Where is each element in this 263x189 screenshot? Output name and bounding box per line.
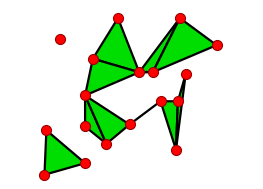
Point	[58, 38, 62, 41]
Point	[137, 71, 141, 74]
Point	[91, 57, 95, 60]
Polygon shape	[85, 95, 130, 144]
Point	[83, 94, 87, 97]
Point	[178, 17, 182, 20]
Polygon shape	[85, 59, 139, 95]
Point	[151, 71, 155, 74]
Point	[158, 100, 163, 103]
Point	[116, 17, 120, 20]
Point	[176, 100, 180, 103]
Polygon shape	[153, 18, 217, 72]
Point	[42, 173, 47, 176]
Polygon shape	[176, 74, 186, 150]
Point	[83, 125, 87, 128]
Point	[184, 73, 188, 76]
Point	[104, 142, 108, 145]
Polygon shape	[85, 95, 106, 144]
Polygon shape	[160, 101, 178, 150]
Point	[44, 129, 48, 132]
Point	[215, 44, 219, 47]
Polygon shape	[93, 18, 139, 72]
Point	[83, 162, 87, 165]
Polygon shape	[139, 18, 180, 72]
Point	[128, 123, 132, 126]
Polygon shape	[44, 130, 85, 175]
Point	[174, 148, 178, 151]
